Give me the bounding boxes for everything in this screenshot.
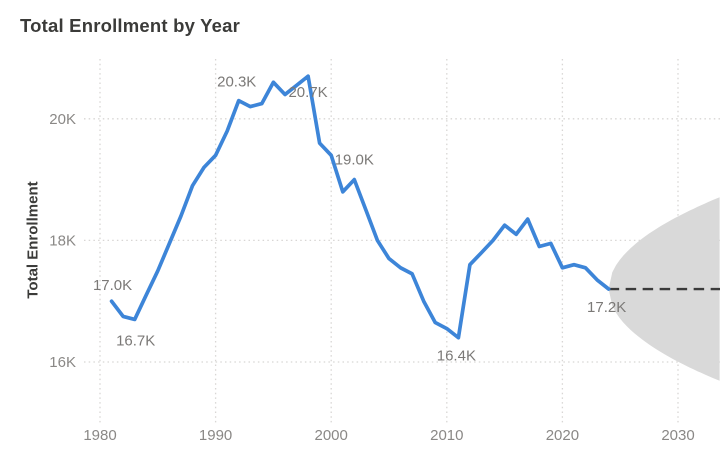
x-tick-label-1990: 1990 [199, 427, 232, 444]
x-tick-label-2030: 2030 [661, 427, 694, 444]
x-tick-label-2010: 2010 [430, 427, 463, 444]
data-label-2011: 16.4K [437, 348, 476, 365]
enrollment-line [109, 74, 611, 340]
chart-title: Total Enrollment by Year [20, 15, 241, 36]
data-label-2024: 17.2K [587, 299, 626, 316]
data-label-1983: 16.7K [116, 332, 155, 349]
data-label-2002: 19.0K [335, 152, 374, 169]
x-tick-label-1980: 1980 [83, 427, 116, 444]
data-label-1981: 17.0K [93, 277, 132, 294]
data-label-1998: 20.7K [288, 84, 327, 101]
y-tick-label-16K: 16K [49, 354, 76, 371]
x-tick-label-2000: 2000 [315, 427, 348, 444]
data-label-1992: 20.3K [217, 74, 256, 91]
y-tick-label-20K: 20K [49, 111, 76, 128]
x-tick-label-2020: 2020 [546, 427, 579, 444]
y-tick-label-18K: 18K [49, 232, 76, 249]
